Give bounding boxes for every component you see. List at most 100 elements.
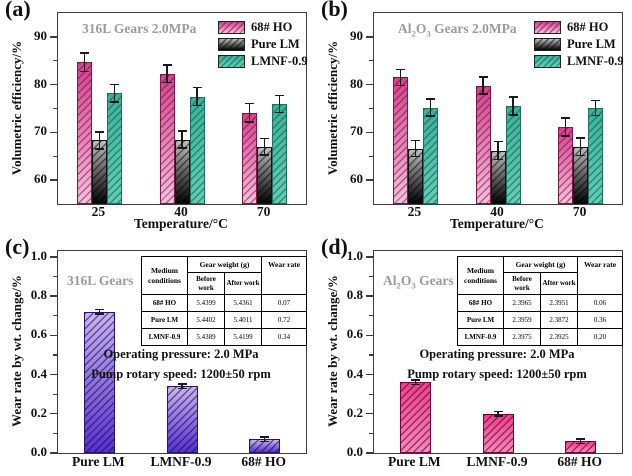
table-header-medium: Medium conditions — [457, 256, 504, 295]
y-axis-minor-tick — [53, 107, 57, 110]
x-category-label-pure-lm: Pure LM — [388, 454, 441, 469]
y-axis-minor-tick — [369, 432, 373, 434]
panel-label-d: (d) — [321, 234, 348, 259]
error-bar — [399, 69, 402, 86]
y-axis-major-tick — [50, 452, 57, 454]
y-axis-major-tick — [366, 83, 373, 86]
table-cell-before: 5.4399 — [187, 294, 225, 312]
legend-label: LMNF-0.9 — [567, 54, 624, 68]
error-bar — [263, 436, 266, 442]
table-cell-after: 2.3872 — [539, 311, 579, 329]
x-category-label-pure-lm: Pure LM — [72, 454, 125, 469]
x-category-label-25: 25 — [407, 204, 422, 219]
bar-pure-lm-25 — [91, 140, 107, 204]
error-bar — [497, 411, 499, 417]
error-bar-cap — [561, 135, 571, 137]
error-bar-cap — [177, 387, 187, 390]
y-axis-major-tick — [366, 452, 373, 454]
y-axis-major-tick — [50, 256, 57, 258]
panel-label-b: (b) — [321, 0, 348, 21]
error-bar — [181, 130, 183, 149]
legend-item-pure-lm: Pure LM — [534, 37, 622, 52]
error-bar-cap — [275, 112, 285, 114]
error-bar-cap — [260, 137, 270, 140]
y-axis-minor-tick — [369, 315, 373, 317]
bar-lmnf-0-9-70 — [272, 104, 288, 204]
bar-68-ho-25 — [76, 62, 92, 204]
error-bar-cap — [260, 154, 270, 156]
y-axis-tick-label: 0.8 — [30, 287, 47, 303]
y-axis-minor-tick — [369, 393, 373, 395]
error-bar-cap — [425, 115, 435, 117]
table-cell-after: 5.4361 — [223, 294, 263, 312]
operating-conditions-text: Operating pressure: 2.0 MPa Pump rotary s… — [376, 344, 618, 384]
y-axis-title: Volumetric efficiency/% — [9, 40, 24, 175]
x-category-label-lmnf-0-9: LMNF-0.9 — [150, 454, 212, 469]
x-axis-title: Temperature/°C — [134, 216, 228, 231]
panel-a: (a) Volumetric efficiency/% 316L Gears 2.0… — [0, 0, 316, 238]
table-header-after-work: After work — [539, 272, 579, 295]
error-bar-cap — [177, 130, 187, 132]
y-axis-tick-label: 0.0 — [346, 444, 363, 459]
error-bar-cap — [79, 70, 89, 72]
inplot-title-a: 316L Gears 2.0MPa — [82, 21, 197, 36]
error-bar-cap — [478, 76, 488, 78]
panel-b: (b) Volumetric efficiency/% Al2O3 Gears 2.… — [316, 0, 632, 238]
y-axis-major-tick — [366, 131, 373, 134]
error-bar-cap — [410, 379, 420, 381]
error-bar — [196, 87, 198, 106]
y-axis-major-tick — [366, 334, 373, 337]
error-bar-cap — [94, 308, 104, 311]
table-cell-medium: Pure LM — [457, 311, 504, 329]
error-bar — [83, 53, 86, 72]
table-cell-before: 2.3975 — [503, 328, 541, 346]
x-category-label-70: 70 — [256, 204, 271, 219]
error-bar-cap — [561, 117, 571, 119]
bar-68-ho-70 — [558, 127, 574, 204]
y-axis-major-tick — [50, 83, 57, 86]
error-bar-cap — [508, 96, 518, 98]
y-axis-major-tick — [50, 373, 57, 376]
table-cell-after: 5.4011 — [223, 311, 263, 329]
y-axis-tick-label: 1.0 — [346, 247, 363, 263]
y-axis-tick-label: 0.8 — [346, 287, 363, 303]
y-axis-major-tick — [50, 295, 57, 297]
legend-swatch-68-ho — [218, 21, 245, 34]
error-bar-cap — [395, 68, 405, 71]
error-bar-cap — [162, 64, 172, 66]
error-bar-cap — [508, 114, 518, 116]
error-bar-cap — [410, 139, 420, 142]
y-axis-minor-tick — [53, 60, 57, 62]
inset-table: Medium conditions Gear weight (g) Wear rat… — [457, 256, 624, 346]
error-bar — [414, 380, 417, 385]
bar-lmnf-0-9-25 — [106, 93, 122, 204]
error-bar-cap — [245, 121, 255, 123]
y-axis-tick-label: 0.2 — [346, 404, 363, 420]
legend-swatch-lmnf-0-9 — [534, 55, 561, 68]
error-bar — [512, 97, 514, 116]
table-cell-medium: LMNF-0.9 — [457, 328, 504, 346]
error-bar — [579, 438, 582, 444]
bar-wear-rate-lmnf-0-9 — [482, 413, 514, 453]
y-axis-tick-label: 70 — [350, 123, 363, 139]
legend-swatch-pure-lm — [534, 38, 561, 51]
error-bar-cap — [109, 101, 119, 103]
panel-c: (c) Wear rate by wt. change/% 316L Gears 0.… — [0, 234, 316, 476]
x-category-label-lmnf-0-9: LMNF-0.9 — [466, 454, 528, 469]
legend-swatch-68-ho — [534, 21, 561, 34]
bar-lmnf-0-9-40 — [189, 96, 205, 204]
y-axis-tick-label: 0.0 — [30, 444, 47, 459]
legend-label: Pure LM — [251, 37, 300, 51]
y-axis-major-tick — [50, 413, 57, 415]
y-axis-minor-tick — [53, 393, 57, 395]
legend-item-lmnf-0-9: LMNF-0.9 — [218, 54, 308, 69]
y-axis-title: Volumetric efficiency/% — [325, 40, 340, 175]
error-bar — [414, 140, 417, 157]
legend-item-lmnf-0-9: LMNF-0.9 — [534, 54, 624, 69]
bar-lmnf-0-9-40 — [505, 106, 521, 204]
panel-d: (d) Wear rate by wt. change/% Al2O3 Gears 0… — [316, 234, 632, 476]
bar-68-ho-40 — [475, 85, 491, 204]
y-axis-tick-label: 0.6 — [30, 326, 47, 342]
inplot-title-d: Al2O3 Gears — [383, 273, 454, 291]
